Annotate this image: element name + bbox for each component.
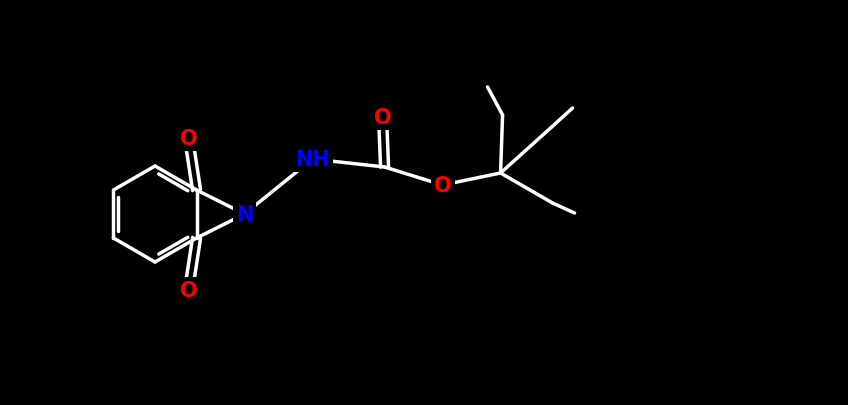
Text: N: N — [236, 205, 254, 224]
Text: O: O — [180, 129, 198, 149]
Text: NH: NH — [295, 149, 330, 170]
Text: O: O — [180, 280, 198, 300]
Text: O: O — [374, 108, 392, 128]
Text: O: O — [434, 175, 451, 196]
